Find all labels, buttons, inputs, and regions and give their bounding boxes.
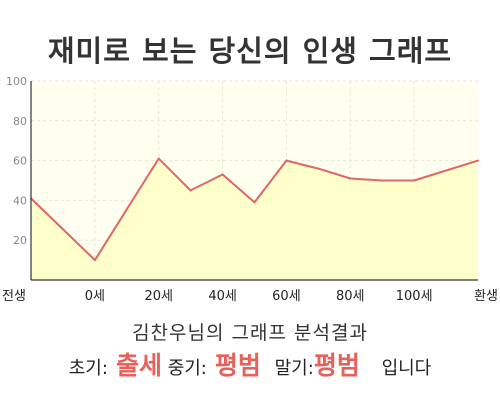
x-tick-label: 60세 <box>272 289 301 304</box>
data-point-2 <box>157 157 160 160</box>
data-point-1 <box>93 259 96 262</box>
x-tick-label: 전생 <box>2 289 26 304</box>
life-series-line <box>30 157 479 262</box>
data-point-7 <box>317 167 320 170</box>
x-tick-label: 20세 <box>144 289 173 304</box>
mid-value: 평범 <box>214 351 261 380</box>
y-tick-labels: 20 40 60 80 100 <box>6 75 27 247</box>
result-suffix: 입니다 <box>381 358 432 379</box>
data-point-11 <box>477 159 479 162</box>
y-tick-label: 20 <box>13 234 27 247</box>
y-tick-label: 80 <box>13 115 27 128</box>
data-point-9 <box>381 179 384 182</box>
mid-label: 중기: <box>167 358 207 379</box>
chart-title: 재미로 보는 당신의 인생 그래프 <box>47 34 453 68</box>
x-tick-label: 환생 <box>474 289 498 304</box>
data-point-8 <box>349 177 352 180</box>
axes <box>30 81 479 281</box>
data-point-6 <box>285 159 288 162</box>
data-point-5 <box>253 201 256 204</box>
late-label: 말기: <box>274 358 314 379</box>
life-area-fill <box>31 158 478 280</box>
y-tick-label: 60 <box>13 155 27 168</box>
analysis-subtitle: 김찬우님의 그래프 분석결과 <box>132 322 368 344</box>
early-value: 출세 <box>115 351 162 380</box>
data-point-3 <box>189 189 192 192</box>
x-tick-label: 40세 <box>208 289 237 304</box>
y-tick-label: 40 <box>13 194 27 207</box>
late-value: 평범 <box>313 351 360 380</box>
y-tick-label: 100 <box>6 75 27 88</box>
x-tick-labels: 전생 0세 20세 40세 60세 80세 100세 환생 <box>2 289 498 304</box>
x-tick-label: 100세 <box>396 289 433 304</box>
data-point-10 <box>413 179 416 182</box>
life-graph-chart: 20 40 60 80 100 전생 0세 20세 40세 60세 80세 100세 환생 <box>2 75 498 304</box>
x-tick-label: 0세 <box>85 289 105 304</box>
early-label: 초기: <box>68 358 108 379</box>
data-point-4 <box>221 173 224 176</box>
x-tick-label: 80세 <box>336 289 365 304</box>
analysis-result: 초기: 출세 중기: 평범 말기:평범 입니다 <box>0 346 500 382</box>
